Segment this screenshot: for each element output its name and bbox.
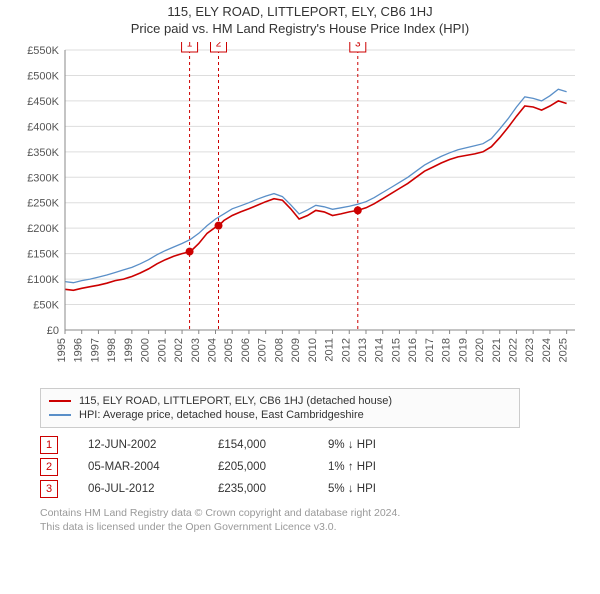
- svg-text:2002: 2002: [173, 338, 185, 362]
- price-chart: £0 £50K £100K £150K £200K £250K £300K £350K £400…: [15, 42, 585, 382]
- svg-text:2017: 2017: [424, 338, 436, 362]
- svg-text:2025: 2025: [558, 338, 570, 362]
- svg-text:1995: 1995: [56, 338, 68, 362]
- svg-text:2022: 2022: [507, 338, 519, 362]
- svg-text:£150K: £150K: [27, 249, 59, 261]
- svg-text:£50K: £50K: [33, 300, 59, 312]
- svg-text:£550K: £550K: [27, 45, 59, 57]
- svg-text:3: 3: [355, 42, 361, 50]
- legend-item: 115, ELY ROAD, LITTLEPORT, ELY, CB6 1HJ …: [49, 395, 511, 407]
- svg-text:2008: 2008: [273, 338, 285, 362]
- svg-text:2021: 2021: [491, 338, 503, 362]
- svg-text:2011: 2011: [324, 338, 336, 362]
- svg-text:2012: 2012: [340, 338, 352, 362]
- legend-item: HPI: Average price, detached house, East…: [49, 409, 511, 421]
- svg-text:2003: 2003: [190, 338, 202, 362]
- svg-text:£250K: £250K: [27, 198, 59, 210]
- svg-text:£500K: £500K: [27, 70, 59, 82]
- svg-text:2018: 2018: [441, 338, 453, 362]
- svg-text:£200K: £200K: [27, 223, 59, 235]
- sale-diff: 1% ↑ HPI: [328, 461, 448, 473]
- legend-label: 115, ELY ROAD, LITTLEPORT, ELY, CB6 1HJ …: [79, 395, 392, 407]
- footer: Contains HM Land Registry data © Crown c…: [40, 506, 560, 534]
- svg-text:2: 2: [216, 42, 222, 50]
- sale-price: £154,000: [218, 439, 328, 451]
- legend: 115, ELY ROAD, LITTLEPORT, ELY, CB6 1HJ …: [40, 388, 520, 428]
- legend-swatch: [49, 414, 71, 416]
- sale-marker: 2: [40, 458, 58, 476]
- svg-text:2004: 2004: [206, 338, 218, 362]
- svg-text:£100K: £100K: [27, 274, 59, 286]
- svg-text:2010: 2010: [307, 338, 319, 362]
- svg-text:1: 1: [187, 42, 193, 50]
- sale-marker: 1: [40, 436, 58, 454]
- svg-text:1998: 1998: [106, 338, 118, 362]
- svg-text:2020: 2020: [474, 338, 486, 362]
- sale-diff: 5% ↓ HPI: [328, 483, 448, 495]
- footer-line: This data is licensed under the Open Gov…: [40, 520, 560, 534]
- sale-diff: 9% ↓ HPI: [328, 439, 448, 451]
- svg-text:£350K: £350K: [27, 147, 59, 159]
- sale-date: 06-JUL-2012: [88, 483, 218, 495]
- sale-row: 2 05-MAR-2004 £205,000 1% ↑ HPI: [40, 458, 560, 476]
- svg-text:2013: 2013: [357, 338, 369, 362]
- svg-text:£450K: £450K: [27, 96, 59, 108]
- sale-row: 1 12-JUN-2002 £154,000 9% ↓ HPI: [40, 436, 560, 454]
- svg-text:£0: £0: [47, 325, 59, 337]
- svg-text:2007: 2007: [257, 338, 269, 362]
- svg-text:2024: 2024: [541, 338, 553, 362]
- sale-date: 05-MAR-2004: [88, 461, 218, 473]
- legend-label: HPI: Average price, detached house, East…: [79, 409, 364, 421]
- svg-text:2023: 2023: [524, 338, 536, 362]
- sale-price: £235,000: [218, 483, 328, 495]
- sale-price: £205,000: [218, 461, 328, 473]
- svg-text:2015: 2015: [390, 338, 402, 362]
- legend-swatch: [49, 400, 71, 402]
- sale-row: 3 06-JUL-2012 £235,000 5% ↓ HPI: [40, 480, 560, 498]
- sale-date: 12-JUN-2002: [88, 439, 218, 451]
- sale-marker: 3: [40, 480, 58, 498]
- svg-text:1996: 1996: [73, 338, 85, 362]
- page-subtitle: Price paid vs. HM Land Registry's House …: [0, 21, 600, 36]
- page-title: 115, ELY ROAD, LITTLEPORT, ELY, CB6 1HJ: [0, 4, 600, 19]
- footer-line: Contains HM Land Registry data © Crown c…: [40, 506, 560, 520]
- svg-text:2009: 2009: [290, 338, 302, 362]
- svg-text:2006: 2006: [240, 338, 252, 362]
- svg-text:2014: 2014: [374, 338, 386, 362]
- svg-text:2001: 2001: [156, 338, 168, 362]
- svg-text:2000: 2000: [140, 338, 152, 362]
- sales-table: 1 12-JUN-2002 £154,000 9% ↓ HPI 2 05-MAR…: [40, 436, 560, 498]
- svg-text:1997: 1997: [89, 338, 101, 362]
- svg-text:2005: 2005: [223, 338, 235, 362]
- svg-text:2016: 2016: [407, 338, 419, 362]
- svg-text:£300K: £300K: [27, 172, 59, 184]
- svg-text:1999: 1999: [123, 338, 135, 362]
- svg-text:2019: 2019: [457, 338, 469, 362]
- svg-text:£400K: £400K: [27, 121, 59, 133]
- chart-svg: £0 £50K £100K £150K £200K £250K £300K £350K £400…: [15, 42, 585, 382]
